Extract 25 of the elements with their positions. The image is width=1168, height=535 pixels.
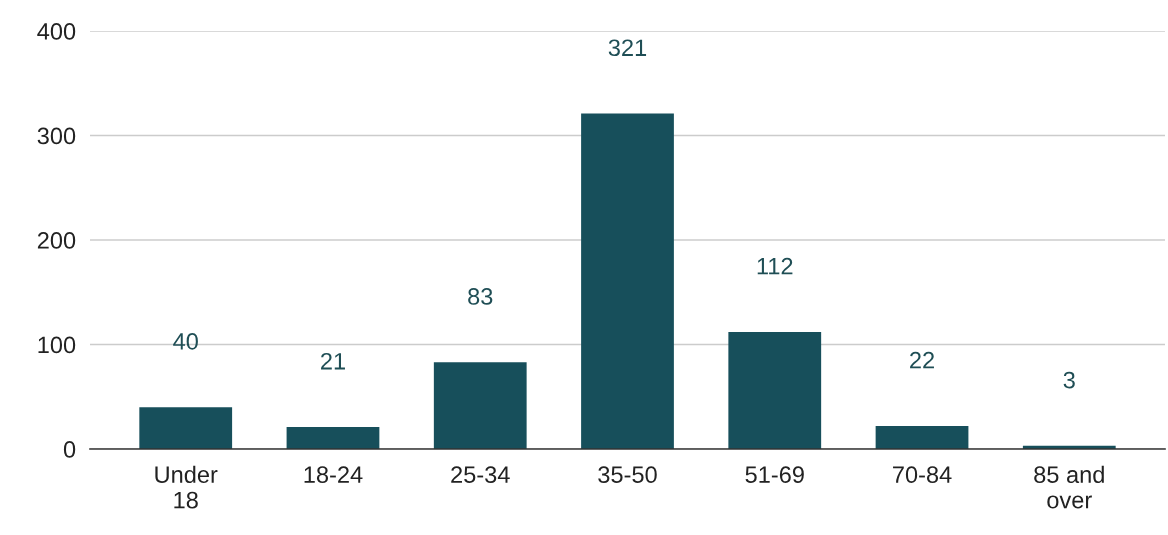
bar (433, 362, 527, 449)
y-tick-label: 400 (37, 23, 76, 40)
bar (875, 426, 969, 449)
y-tick-label: 300 (37, 127, 76, 145)
data-label: 3 (1063, 371, 1075, 389)
data-label: 112 (757, 257, 793, 275)
bar (139, 407, 233, 449)
x-tick-label: 51-69 (745, 466, 804, 484)
x-tick-label: Under 18 (155, 465, 218, 509)
bar (728, 331, 822, 449)
y-tick-label: 200 (37, 232, 76, 249)
x-tick-label: 35-50 (598, 466, 657, 484)
x-tick-label: 25-34 (451, 466, 510, 484)
x-tick-label: 85 and over (1034, 465, 1104, 509)
data-label: 83 (468, 288, 493, 305)
y-tick-label: 100 (38, 336, 76, 354)
data-label: 40 (173, 333, 198, 350)
bar (581, 113, 674, 449)
data-label: 22 (910, 351, 934, 369)
data-label: 321 (608, 39, 647, 57)
x-tick-label: 70-84 (893, 466, 952, 484)
y-tick-label: 0 (63, 441, 76, 458)
data-label: 21 (321, 352, 345, 370)
bar (286, 427, 380, 449)
x-tick-label: 18-24 (304, 466, 363, 484)
